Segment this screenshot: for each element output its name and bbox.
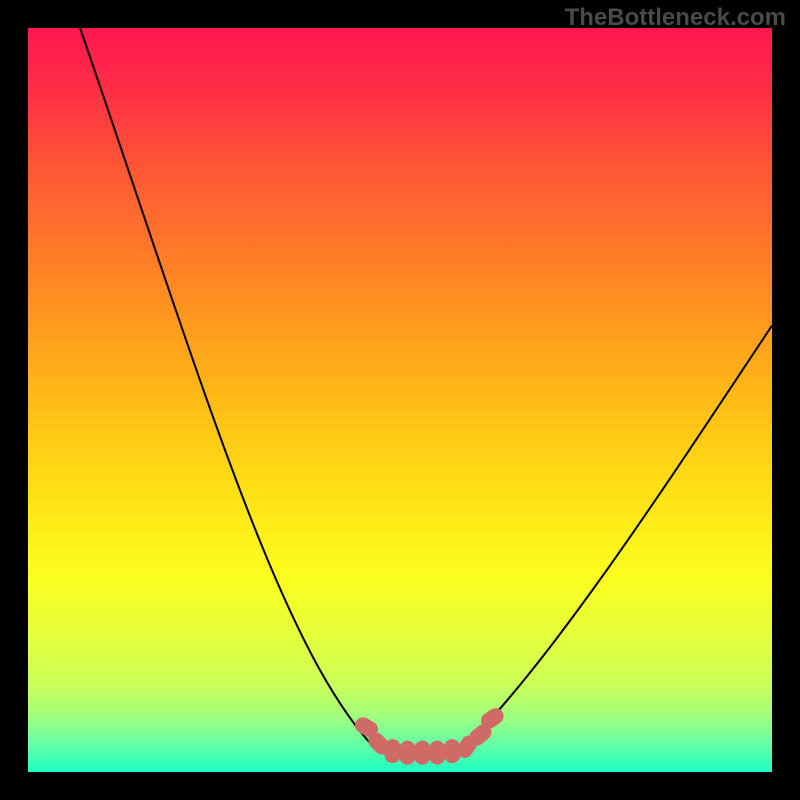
watermark-text: TheBottleneck.com <box>565 4 786 32</box>
marker-point <box>399 741 415 765</box>
marker-point <box>414 741 430 765</box>
frame-right <box>772 0 800 800</box>
frame-bottom <box>0 772 800 800</box>
marker-point <box>429 741 445 765</box>
frame-left <box>0 0 28 800</box>
bottleneck-chart <box>0 0 800 800</box>
marker-point <box>385 739 401 763</box>
gradient-background <box>28 28 772 772</box>
